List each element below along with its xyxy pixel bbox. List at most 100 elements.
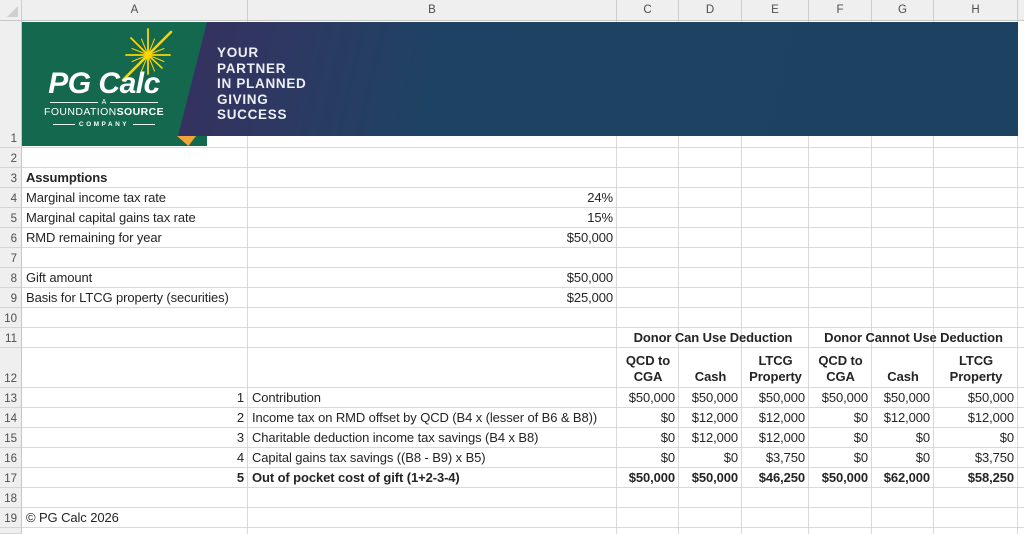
cell-a4-label[interactable]: Marginal income tax rate bbox=[26, 190, 166, 205]
value-cell[interactable]: $12,000 bbox=[967, 410, 1014, 425]
foundation-source-prefix: A bbox=[22, 99, 186, 106]
value-cell[interactable]: $58,250 bbox=[967, 470, 1014, 485]
col-header-sliver bbox=[1018, 0, 1024, 20]
sub-header-cash-1[interactable]: Cash bbox=[679, 348, 742, 388]
foundation-source-company: COMPANY bbox=[22, 121, 186, 128]
cell-a6-label[interactable]: RMD remaining for year bbox=[26, 230, 162, 245]
cell-a8-label[interactable]: Gift amount bbox=[26, 270, 93, 285]
row-header-19[interactable]: 19 bbox=[0, 508, 22, 528]
value-cell[interactable]: $62,000 bbox=[883, 470, 930, 485]
row-header-13[interactable]: 13 bbox=[0, 388, 22, 408]
sub-header-ltcg-property-1[interactable]: LTCG Property bbox=[742, 348, 809, 388]
select-all-corner[interactable] bbox=[0, 0, 22, 20]
value-cell[interactable]: $0 bbox=[915, 450, 930, 465]
sub-header-qcd-cga-1[interactable]: QCD to CGA bbox=[617, 348, 679, 388]
row-header-4[interactable]: 4 bbox=[0, 188, 22, 208]
value-cell[interactable]: $0 bbox=[915, 430, 930, 445]
cell-b9-value[interactable]: $25,000 bbox=[566, 290, 613, 305]
sub-header-line1: LTCG bbox=[958, 353, 994, 368]
sub-header-qcd-cga-2[interactable]: QCD to CGA bbox=[809, 348, 872, 388]
row-header-7[interactable]: 7 bbox=[0, 248, 22, 268]
value-cell[interactable]: $0 bbox=[853, 410, 868, 425]
row-number-cell[interactable]: 1 bbox=[236, 390, 244, 405]
value-cell[interactable]: $50,000 bbox=[691, 470, 738, 485]
sub-header-line2: Property bbox=[949, 369, 1003, 384]
col-header-b[interactable]: B bbox=[248, 0, 617, 20]
value-cell[interactable]: $50,000 bbox=[628, 470, 675, 485]
row-header-9[interactable]: 9 bbox=[0, 288, 22, 308]
value-cell[interactable]: $50,000 bbox=[967, 390, 1014, 405]
row-header-3[interactable]: 3 bbox=[0, 168, 22, 188]
row-label-cell[interactable]: Charitable deduction income tax savings … bbox=[252, 430, 539, 445]
row-number-cell[interactable]: 3 bbox=[236, 430, 244, 445]
cell-a3-assumptions-title[interactable]: Assumptions bbox=[26, 170, 108, 185]
row-label-cell[interactable]: Out of pocket cost of gift (1+2-3-4) bbox=[252, 470, 460, 485]
row-header-12[interactable]: 12 bbox=[0, 348, 22, 388]
row-header-17[interactable]: 17 bbox=[0, 468, 22, 488]
row-label-cell[interactable]: Capital gains tax savings ((B8 - B9) x B… bbox=[252, 450, 486, 465]
row-header-1[interactable]: 1 bbox=[0, 21, 22, 148]
value-cell[interactable]: $0 bbox=[660, 410, 675, 425]
value-cell[interactable]: $50,000 bbox=[883, 390, 930, 405]
cell-b8-value[interactable]: $50,000 bbox=[566, 270, 613, 285]
row-header-8[interactable]: 8 bbox=[0, 268, 22, 288]
row-number-cell[interactable]: 2 bbox=[236, 410, 244, 425]
value-cell[interactable]: $50,000 bbox=[758, 390, 805, 405]
value-cell[interactable]: $12,000 bbox=[691, 430, 738, 445]
row-header-partial bbox=[0, 528, 22, 534]
value-cell[interactable]: $50,000 bbox=[691, 390, 738, 405]
value-cell[interactable]: $3,750 bbox=[765, 450, 805, 465]
row-header-14[interactable]: 14 bbox=[0, 408, 22, 428]
cell-b5-value[interactable]: 15% bbox=[587, 210, 613, 225]
col-header-f[interactable]: F bbox=[809, 0, 872, 20]
col-header-d[interactable]: D bbox=[679, 0, 742, 20]
value-cell[interactable]: $12,000 bbox=[758, 430, 805, 445]
cell-a5-label[interactable]: Marginal capital gains tax rate bbox=[26, 210, 196, 225]
row-number-cell[interactable]: 4 bbox=[236, 450, 244, 465]
banner-ribbon: YOUR PARTNER IN PLANNED GIVING SUCCESS bbox=[178, 22, 1018, 136]
value-cell[interactable]: $12,000 bbox=[691, 410, 738, 425]
col-header-a[interactable]: A bbox=[22, 0, 248, 20]
value-cell[interactable]: $0 bbox=[853, 430, 868, 445]
row-number-cell[interactable]: 5 bbox=[236, 470, 244, 485]
value-cell[interactable]: $50,000 bbox=[821, 390, 868, 405]
row-label-cell[interactable]: Income tax on RMD offset by QCD (B4 x (l… bbox=[252, 410, 598, 425]
starburst-icon bbox=[121, 28, 173, 82]
row-header-5[interactable]: 5 bbox=[0, 208, 22, 228]
row-label-cell[interactable]: Contribution bbox=[252, 390, 321, 405]
divider-line bbox=[110, 102, 159, 103]
row-header-15[interactable]: 15 bbox=[0, 428, 22, 448]
row-9: Basis for LTCG property (securities) $25… bbox=[22, 288, 617, 308]
row-header-16[interactable]: 16 bbox=[0, 448, 22, 468]
value-cell[interactable]: $46,250 bbox=[758, 470, 805, 485]
value-cell[interactable]: $0 bbox=[723, 450, 738, 465]
row-header-6[interactable]: 6 bbox=[0, 228, 22, 248]
value-cell[interactable]: $0 bbox=[999, 430, 1014, 445]
group-header-can-use-deduction[interactable]: Donor Can Use Deduction bbox=[633, 330, 793, 345]
col-header-e[interactable]: E bbox=[742, 0, 809, 20]
value-cell[interactable]: $12,000 bbox=[883, 410, 930, 425]
row-header-10[interactable]: 10 bbox=[0, 308, 22, 328]
col-header-g[interactable]: G bbox=[872, 0, 934, 20]
ribbon-fold-triangle bbox=[177, 136, 196, 146]
value-cell[interactable]: $50,000 bbox=[628, 390, 675, 405]
value-cell[interactable]: $0 bbox=[660, 430, 675, 445]
row-header-11[interactable]: 11 bbox=[0, 328, 22, 348]
cell-b6-value[interactable]: $50,000 bbox=[566, 230, 613, 245]
row-header-18[interactable]: 18 bbox=[0, 488, 22, 508]
value-cell[interactable]: $50,000 bbox=[821, 470, 868, 485]
value-cell[interactable]: $12,000 bbox=[758, 410, 805, 425]
cell-b4-value[interactable]: 24% bbox=[587, 190, 613, 205]
value-cell[interactable]: $3,750 bbox=[974, 450, 1014, 465]
sub-header-ltcg-property-2[interactable]: LTCG Property bbox=[934, 348, 1018, 388]
cell-a9-label[interactable]: Basis for LTCG property (securities) bbox=[26, 290, 229, 305]
row-header-2[interactable]: 2 bbox=[0, 148, 22, 168]
col-header-h[interactable]: H bbox=[934, 0, 1018, 20]
col-header-c[interactable]: C bbox=[617, 0, 679, 20]
sub-header-line2: Property bbox=[749, 369, 802, 384]
value-cell[interactable]: $0 bbox=[660, 450, 675, 465]
value-cell[interactable]: $0 bbox=[853, 450, 868, 465]
group-header-cannot-use-deduction[interactable]: Donor Cannot Use Deduction bbox=[824, 330, 1003, 345]
copyright-cell[interactable]: © PG Calc 2026 bbox=[26, 510, 119, 525]
sub-header-cash-2[interactable]: Cash bbox=[872, 348, 934, 388]
